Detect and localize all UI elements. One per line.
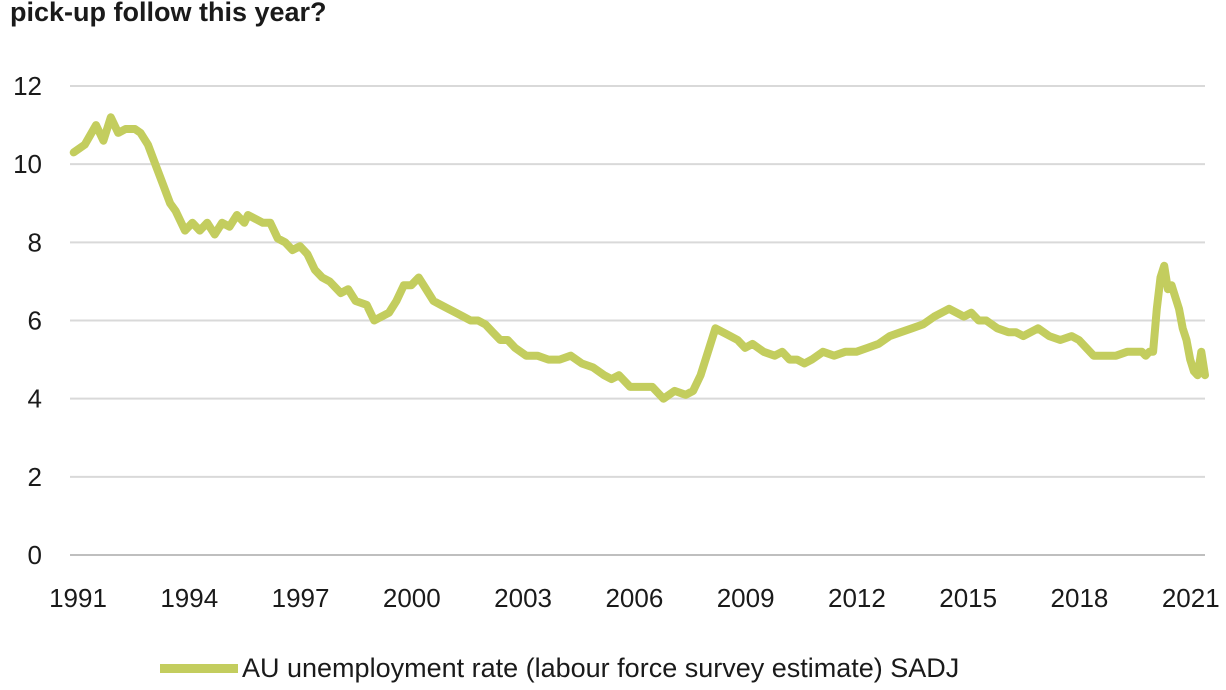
x-axis-tick-labels: 1991 1994 1997 2000 2003 2006 2009 2012 2015 2018… [49, 583, 1220, 613]
y-tick-label: 8 [28, 227, 42, 257]
x-tick-label: 1997 [272, 583, 330, 613]
y-tick-label: 2 [28, 462, 42, 492]
legend-label: AU unemployment rate (labour force surve… [242, 652, 960, 683]
y-tick-label: 12 [13, 71, 42, 101]
legend: AU unemployment rate (labour force surve… [160, 648, 959, 688]
x-tick-label: 1994 [160, 583, 218, 613]
legend-swatch [160, 663, 238, 673]
y-tick-label: 10 [13, 149, 42, 179]
x-tick-label: 2021 [1162, 583, 1220, 613]
y-tick-label: 6 [28, 306, 42, 336]
gridlines [70, 85, 1205, 478]
x-tick-label: 2012 [828, 583, 886, 613]
x-tick-label: 2018 [1051, 583, 1109, 613]
y-axis-tick-labels: 0 2 4 6 8 10 12 [13, 71, 42, 570]
x-tick-label: 2003 [494, 583, 552, 613]
chart-title: pick-up follow this year? [10, 0, 327, 27]
y-tick-label: 4 [28, 384, 42, 414]
x-tick-label: 2006 [605, 583, 663, 613]
x-tick-label: 2000 [383, 583, 441, 613]
y-tick-label: 0 [28, 540, 42, 570]
x-tick-label: 1991 [49, 583, 107, 613]
unemployment-rate-series-line [69, 113, 1209, 403]
x-tick-label: 2015 [939, 583, 997, 613]
x-tick-label: 2009 [717, 583, 775, 613]
